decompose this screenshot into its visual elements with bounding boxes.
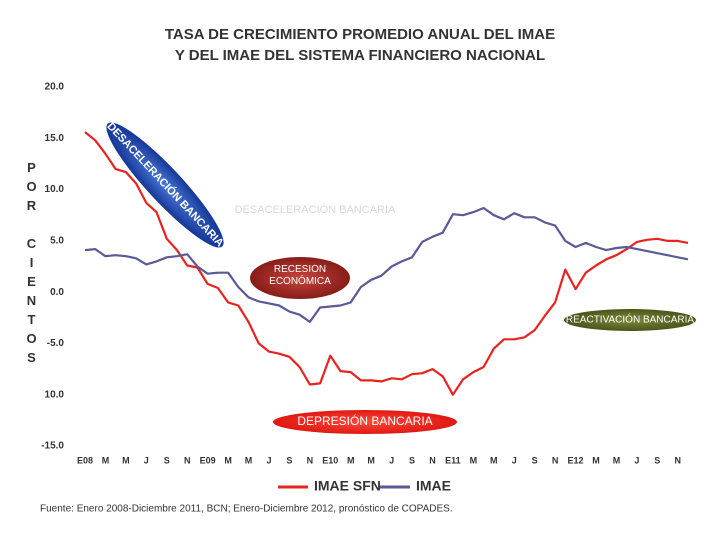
x-tick-label: M (490, 455, 498, 465)
x-tick-label: M (470, 455, 478, 465)
legend-label: IMAE (416, 478, 451, 494)
annotation-box: RECESIÓN ECONÓMICA (269, 264, 331, 287)
x-tick-label: S (409, 455, 415, 465)
x-tick-label: N (184, 455, 191, 465)
annotation-shape (273, 410, 457, 434)
x-tick-label: N (429, 455, 436, 465)
y-tick-label: 10.0 (45, 184, 65, 195)
y-tick-label: 5.0 (50, 235, 64, 246)
x-tick-label: E12 (568, 455, 584, 465)
annotation: DEPRESIÓN BANCARIA (297, 413, 432, 428)
x-tick-label: M (102, 455, 110, 465)
x-tick-label: N (675, 455, 682, 465)
x-tick-label: M (245, 455, 253, 465)
x-tick-label: E09 (200, 455, 216, 465)
x-tick-label: S (654, 455, 660, 465)
annotation: RECESIÓN ECONÓMICA (269, 264, 331, 287)
y-tick-label: -15.0 (41, 441, 64, 452)
x-tick-label: E11 (445, 455, 461, 465)
y-tick-label: 20.0 (45, 82, 65, 93)
source: Fuente: Enero 2008-Diciembre 2011, BCN; … (40, 504, 453, 515)
x-tick-label: E10 (322, 455, 338, 465)
chart-subtitle: Y DEL IMAE DEL SISTEMA FINANCIERO NACION… (175, 47, 545, 64)
x-tick-label: N (307, 455, 314, 465)
annotation-shape (106, 122, 224, 248)
x-tick-label: J (144, 455, 149, 465)
y-tick-label: -5.0 (47, 338, 65, 349)
x-tick-label: S (286, 455, 292, 465)
chart-title: TASA DE CRECIMIENTO PROMEDIO ANUAL DEL I… (165, 26, 555, 43)
y-axis-label: POR CIENTOS (24, 160, 39, 369)
annotation: DESACELERACIÓN BANCARIA (104, 120, 226, 250)
x-tick-label: S (532, 455, 538, 465)
annotation-shape (250, 257, 350, 299)
x-tick-label: N (552, 455, 559, 465)
x-tick-label: M (592, 455, 600, 465)
x-tick-label: E08 (77, 455, 93, 465)
y-tick-label: 15.0 (45, 133, 65, 144)
x-tick-label: J (266, 455, 271, 465)
x-tick-label: S (164, 455, 170, 465)
series-line (84, 206, 689, 323)
x-tick-label: J (389, 455, 394, 465)
x-tick-label: J (512, 455, 517, 465)
y-tick-label: 10.0 (45, 389, 65, 400)
annotation: REACTIVACIÓN BANCARIA (566, 313, 694, 326)
legend: IMAE SFN IMAE (278, 478, 451, 494)
annotation: DESACELERACIÓN BANCARIA (235, 203, 396, 216)
legend-label: IMAE SFN (314, 478, 381, 494)
x-tick-label: M (613, 455, 621, 465)
x-tick-label: M (367, 455, 375, 465)
x-tick-label: J (634, 455, 639, 465)
series-line (84, 131, 689, 396)
x-tick-label: M (224, 455, 232, 465)
y-tick-label: 0.0 (50, 287, 64, 298)
annotation-shape (564, 309, 696, 331)
x-tick-label: M (122, 455, 130, 465)
x-tick-label: M (347, 455, 355, 465)
